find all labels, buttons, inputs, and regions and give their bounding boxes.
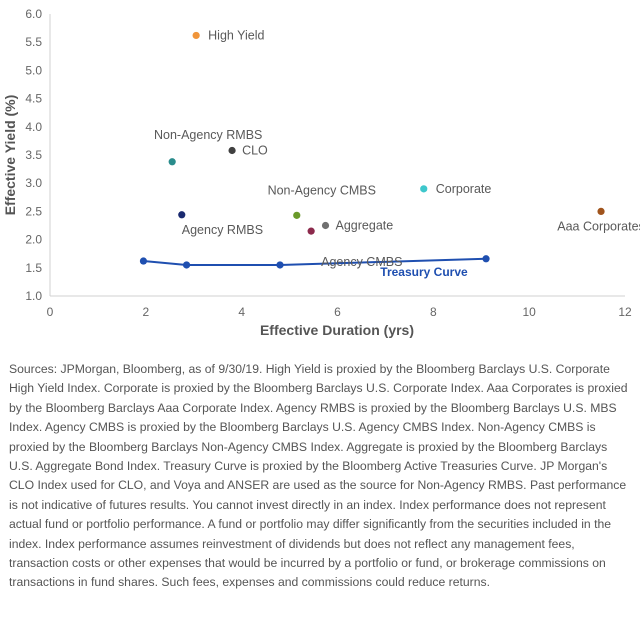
y-tick-label: 4.0 bbox=[25, 120, 42, 134]
x-tick-label: 2 bbox=[142, 305, 149, 319]
data-point bbox=[228, 146, 236, 155]
data-point bbox=[293, 211, 301, 219]
point-label: Corporate bbox=[436, 182, 492, 196]
data-point bbox=[597, 207, 605, 215]
point-label: High Yield bbox=[208, 28, 264, 42]
point-label: Agency RMBS bbox=[182, 223, 263, 237]
x-axis-title: Effective Duration (yrs) bbox=[260, 322, 414, 338]
treasury-curve-point bbox=[139, 257, 148, 265]
treasury-curve-point bbox=[482, 255, 490, 263]
data-point bbox=[420, 185, 428, 193]
x-tick-label: 0 bbox=[47, 305, 54, 319]
point-label: Non-Agency RMBS bbox=[154, 128, 262, 142]
scatter-chart: 1.0 1.5 2.0 2.5 3.0 3.5 4.0 4.5 5.0 5.5 6.0 0 2 4 6 8 10… bbox=[2, 7, 640, 338]
treasury-curve-label: Treasury Curve bbox=[380, 265, 468, 279]
y-tick-label: 3.5 bbox=[25, 148, 42, 162]
point-label: Aaa Corporates bbox=[557, 219, 640, 233]
y-tick-label: 4.5 bbox=[25, 92, 42, 106]
data-point bbox=[321, 221, 330, 230]
treasury-curve-line bbox=[143, 257, 487, 266]
point-label: Aggregate bbox=[336, 219, 394, 233]
treasury-curve-point bbox=[276, 261, 284, 269]
y-tick-label: 6.0 bbox=[25, 7, 42, 21]
x-tick-label: 12 bbox=[618, 305, 632, 319]
x-tick-label: 6 bbox=[334, 305, 341, 319]
point-label: Non-Agency CMBS bbox=[268, 183, 376, 197]
y-tick-label: 3.0 bbox=[25, 176, 42, 190]
y-tick-label: 2.0 bbox=[25, 233, 42, 247]
treasury-curve-point bbox=[182, 261, 191, 269]
data-point bbox=[168, 158, 176, 166]
y-tick-label: 5.5 bbox=[25, 35, 42, 49]
x-tick-label: 10 bbox=[522, 305, 536, 319]
data-point bbox=[178, 211, 186, 219]
data-point bbox=[192, 31, 200, 40]
data-points bbox=[168, 31, 605, 235]
x-tick-label: 8 bbox=[430, 305, 437, 319]
y-axis-title: Effective Yield (%) bbox=[2, 95, 18, 216]
y-tick-label: 1.5 bbox=[25, 261, 42, 275]
sources-footnote: Sources: JPMorgan, Bloomberg, as of 9/30… bbox=[9, 362, 628, 590]
treasury-curve: Treasury Curve bbox=[139, 255, 490, 279]
chart-axes: 1.0 1.5 2.0 2.5 3.0 3.5 4.0 4.5 5.0 5.5 6.0 0 2 4 6 8 10… bbox=[25, 7, 632, 319]
y-tick-label: 2.5 bbox=[25, 204, 42, 218]
y-tick-label: 5.0 bbox=[25, 63, 42, 77]
point-label: CLO bbox=[242, 143, 268, 157]
y-tick-label: 1.0 bbox=[25, 289, 42, 303]
data-point bbox=[307, 227, 315, 235]
point-label: Agency CMBS bbox=[321, 255, 402, 269]
x-tick-label: 4 bbox=[238, 305, 245, 319]
